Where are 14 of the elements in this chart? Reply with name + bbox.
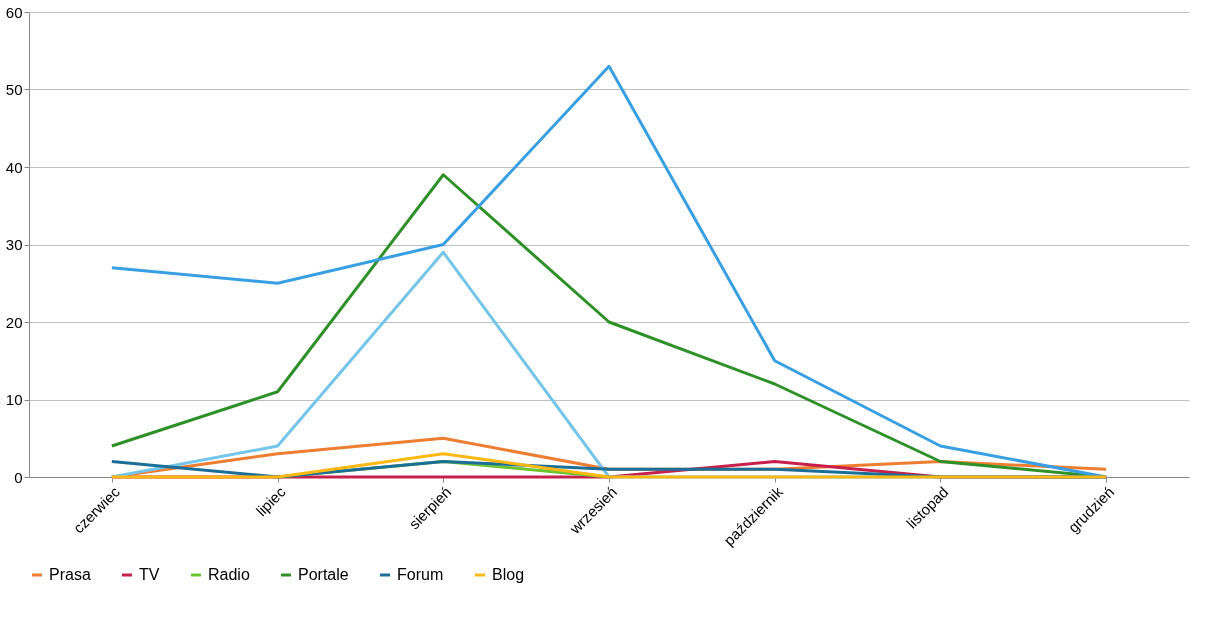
y-tick-label: 40 xyxy=(5,158,23,176)
legend-label: Radio xyxy=(208,566,250,583)
y-tick-label: 30 xyxy=(5,236,23,253)
y-tick-label: 0 xyxy=(14,468,23,486)
y-tick-label: 50 xyxy=(5,81,23,98)
line-series xyxy=(110,64,1108,479)
legend-label: Blog xyxy=(492,566,525,583)
y-tick-label: 60 xyxy=(5,3,23,21)
legend-label: Prasa xyxy=(49,566,91,583)
legend-label: Portale xyxy=(298,566,349,583)
y-tick-label: 20 xyxy=(5,313,23,331)
legend-label: TV xyxy=(139,566,160,583)
y-tick-label: 10 xyxy=(5,391,23,408)
legend-label: Forum xyxy=(397,566,444,583)
